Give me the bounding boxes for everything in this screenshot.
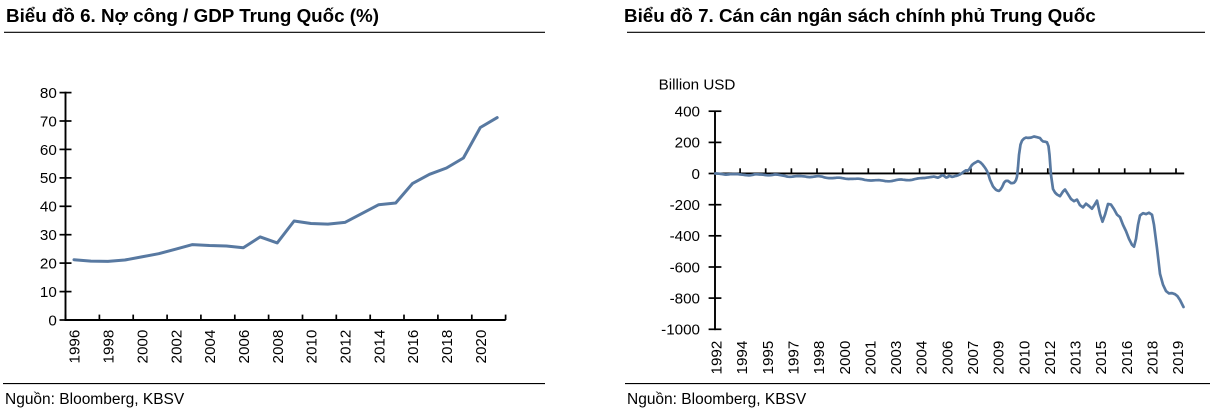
svg-text:2016: 2016 [1119, 341, 1136, 375]
svg-text:Nguồn: Bloomberg, KBSV: Nguồn: Bloomberg, KBSV [627, 391, 807, 408]
svg-text:1994: 1994 [734, 341, 751, 375]
svg-text:2006: 2006 [939, 341, 956, 375]
svg-text:2007: 2007 [965, 341, 982, 375]
svg-text:2008: 2008 [270, 330, 287, 364]
svg-text:2012: 2012 [338, 330, 355, 364]
svg-text:1996: 1996 [67, 330, 84, 364]
svg-text:10: 10 [40, 284, 57, 301]
svg-text:2016: 2016 [405, 330, 422, 364]
svg-text:2018: 2018 [1145, 341, 1162, 375]
svg-text:2000: 2000 [134, 330, 151, 364]
svg-text:2018: 2018 [439, 330, 456, 364]
svg-text:2002: 2002 [168, 330, 185, 364]
svg-text:1995: 1995 [760, 341, 777, 375]
svg-text:Nguồn: Bloomberg, KBSV: Nguồn: Bloomberg, KBSV [5, 391, 185, 408]
svg-text:2014: 2014 [371, 330, 388, 364]
svg-text:1997: 1997 [786, 341, 803, 375]
svg-text:-400: -400 [670, 228, 700, 245]
svg-text:-1000: -1000 [661, 322, 700, 339]
svg-text:30: 30 [40, 227, 57, 244]
svg-text:60: 60 [40, 142, 57, 159]
svg-text:400: 400 [675, 104, 700, 121]
svg-text:0: 0 [692, 166, 700, 183]
svg-text:-600: -600 [670, 259, 700, 276]
svg-text:2019: 2019 [1170, 341, 1187, 375]
svg-text:200: 200 [675, 135, 700, 152]
svg-text:0: 0 [48, 312, 56, 329]
svg-text:1998: 1998 [811, 341, 828, 375]
svg-text:80: 80 [40, 85, 57, 102]
svg-text:70: 70 [40, 113, 57, 130]
svg-text:1998: 1998 [101, 330, 118, 364]
svg-text:2009: 2009 [991, 341, 1008, 375]
svg-text:2013: 2013 [1068, 341, 1085, 375]
svg-text:2000: 2000 [837, 341, 854, 375]
svg-text:50: 50 [40, 170, 57, 187]
svg-text:1992: 1992 [709, 341, 726, 375]
svg-text:2003: 2003 [888, 341, 905, 375]
svg-text:2015: 2015 [1093, 341, 1110, 375]
svg-text:Biểu đồ 6. Nợ công / GDP Trung: Biểu đồ 6. Nợ công / GDP Trung Quốc (%) [6, 5, 379, 26]
svg-text:2010: 2010 [1016, 341, 1033, 375]
svg-text:2012: 2012 [1042, 341, 1059, 375]
svg-text:2004: 2004 [914, 341, 931, 375]
svg-text:2004: 2004 [202, 330, 219, 364]
svg-text:2001: 2001 [862, 341, 879, 375]
svg-text:Billion USD: Billion USD [659, 77, 736, 94]
svg-text:-200: -200 [670, 197, 700, 214]
svg-text:40: 40 [40, 199, 57, 216]
svg-text:2010: 2010 [304, 330, 321, 364]
svg-text:2006: 2006 [236, 330, 253, 364]
svg-text:Biểu đồ 7. Cán cân ngân sách c: Biểu đồ 7. Cán cân ngân sách chính phủ T… [624, 5, 1096, 26]
svg-text:20: 20 [40, 255, 57, 272]
svg-text:2020: 2020 [473, 330, 490, 364]
svg-text:-800: -800 [670, 290, 700, 307]
